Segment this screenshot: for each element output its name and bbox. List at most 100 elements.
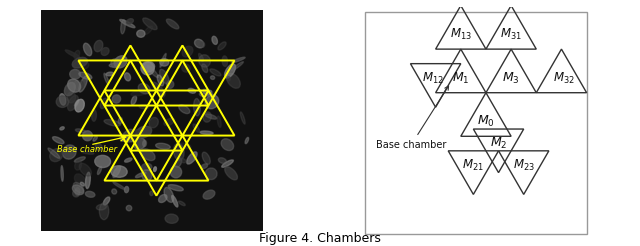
Ellipse shape — [168, 184, 183, 191]
Ellipse shape — [195, 39, 204, 48]
Ellipse shape — [141, 170, 152, 181]
Ellipse shape — [210, 69, 221, 76]
Ellipse shape — [201, 164, 207, 169]
Text: Figure 4. Chambers: Figure 4. Chambers — [259, 232, 381, 245]
Ellipse shape — [74, 50, 80, 59]
Ellipse shape — [166, 19, 179, 29]
Ellipse shape — [93, 136, 97, 141]
Text: $M_{21}$: $M_{21}$ — [463, 158, 484, 173]
Ellipse shape — [221, 160, 234, 167]
Ellipse shape — [109, 63, 119, 67]
Ellipse shape — [48, 148, 60, 158]
Ellipse shape — [72, 57, 88, 68]
Text: $M_1$: $M_1$ — [452, 71, 470, 86]
Ellipse shape — [131, 90, 148, 96]
Ellipse shape — [141, 149, 155, 161]
Ellipse shape — [141, 62, 154, 75]
Text: $M_{23}$: $M_{23}$ — [513, 158, 534, 173]
Ellipse shape — [104, 73, 109, 84]
Ellipse shape — [136, 126, 152, 138]
Ellipse shape — [143, 140, 147, 147]
Ellipse shape — [74, 100, 79, 106]
Ellipse shape — [125, 158, 132, 162]
Ellipse shape — [187, 152, 197, 164]
Ellipse shape — [121, 129, 133, 141]
Text: $M_3$: $M_3$ — [502, 71, 520, 86]
Text: Base chamber: Base chamber — [376, 86, 449, 150]
Ellipse shape — [159, 69, 169, 84]
Ellipse shape — [212, 36, 218, 45]
Ellipse shape — [218, 116, 221, 127]
Ellipse shape — [94, 40, 103, 52]
Text: $M_{31}$: $M_{31}$ — [500, 27, 522, 42]
Ellipse shape — [86, 172, 90, 188]
Ellipse shape — [152, 82, 164, 95]
Ellipse shape — [177, 143, 191, 149]
Ellipse shape — [83, 131, 92, 141]
Ellipse shape — [129, 130, 138, 135]
Ellipse shape — [124, 73, 131, 81]
Ellipse shape — [143, 62, 155, 72]
Ellipse shape — [97, 204, 106, 210]
Text: $M_{12}$: $M_{12}$ — [422, 71, 444, 86]
Ellipse shape — [95, 143, 102, 151]
Ellipse shape — [134, 138, 145, 150]
Ellipse shape — [68, 79, 81, 92]
Ellipse shape — [73, 190, 79, 197]
Ellipse shape — [113, 182, 125, 189]
Ellipse shape — [240, 112, 245, 124]
Ellipse shape — [227, 77, 230, 81]
Ellipse shape — [70, 70, 81, 79]
Ellipse shape — [52, 137, 64, 144]
Ellipse shape — [175, 158, 182, 167]
Ellipse shape — [149, 117, 158, 128]
Ellipse shape — [97, 167, 102, 174]
Ellipse shape — [60, 127, 64, 130]
Ellipse shape — [203, 112, 211, 122]
Ellipse shape — [106, 72, 113, 76]
Ellipse shape — [200, 42, 205, 47]
Ellipse shape — [92, 110, 97, 121]
Text: $M_2$: $M_2$ — [490, 136, 508, 151]
Ellipse shape — [56, 96, 68, 108]
Ellipse shape — [182, 64, 190, 72]
Ellipse shape — [148, 66, 158, 77]
Ellipse shape — [73, 61, 89, 70]
Ellipse shape — [200, 91, 210, 96]
Polygon shape — [44, 12, 260, 229]
Ellipse shape — [74, 80, 84, 90]
Text: Base chamber: Base chamber — [57, 145, 117, 154]
Ellipse shape — [200, 131, 213, 134]
Ellipse shape — [68, 95, 78, 111]
Ellipse shape — [225, 167, 237, 180]
Ellipse shape — [188, 88, 196, 93]
Ellipse shape — [65, 50, 80, 58]
Ellipse shape — [111, 59, 120, 68]
Ellipse shape — [205, 95, 219, 109]
Ellipse shape — [160, 53, 166, 67]
Ellipse shape — [139, 105, 148, 109]
Ellipse shape — [79, 76, 88, 92]
Ellipse shape — [232, 57, 245, 62]
Ellipse shape — [198, 53, 204, 62]
Ellipse shape — [179, 158, 186, 163]
Ellipse shape — [120, 137, 133, 142]
Ellipse shape — [144, 26, 152, 34]
Ellipse shape — [75, 188, 80, 195]
Ellipse shape — [129, 136, 140, 142]
Ellipse shape — [113, 166, 120, 178]
Text: $M_{13}$: $M_{13}$ — [450, 27, 472, 42]
Ellipse shape — [118, 118, 122, 124]
Ellipse shape — [172, 196, 178, 207]
Ellipse shape — [161, 91, 165, 97]
Ellipse shape — [231, 62, 243, 71]
Ellipse shape — [61, 166, 63, 181]
Ellipse shape — [141, 163, 152, 170]
Ellipse shape — [164, 187, 173, 202]
Ellipse shape — [121, 20, 125, 34]
Ellipse shape — [101, 47, 109, 55]
Ellipse shape — [76, 129, 86, 133]
Ellipse shape — [143, 18, 157, 30]
Ellipse shape — [79, 163, 92, 176]
Ellipse shape — [114, 56, 127, 68]
